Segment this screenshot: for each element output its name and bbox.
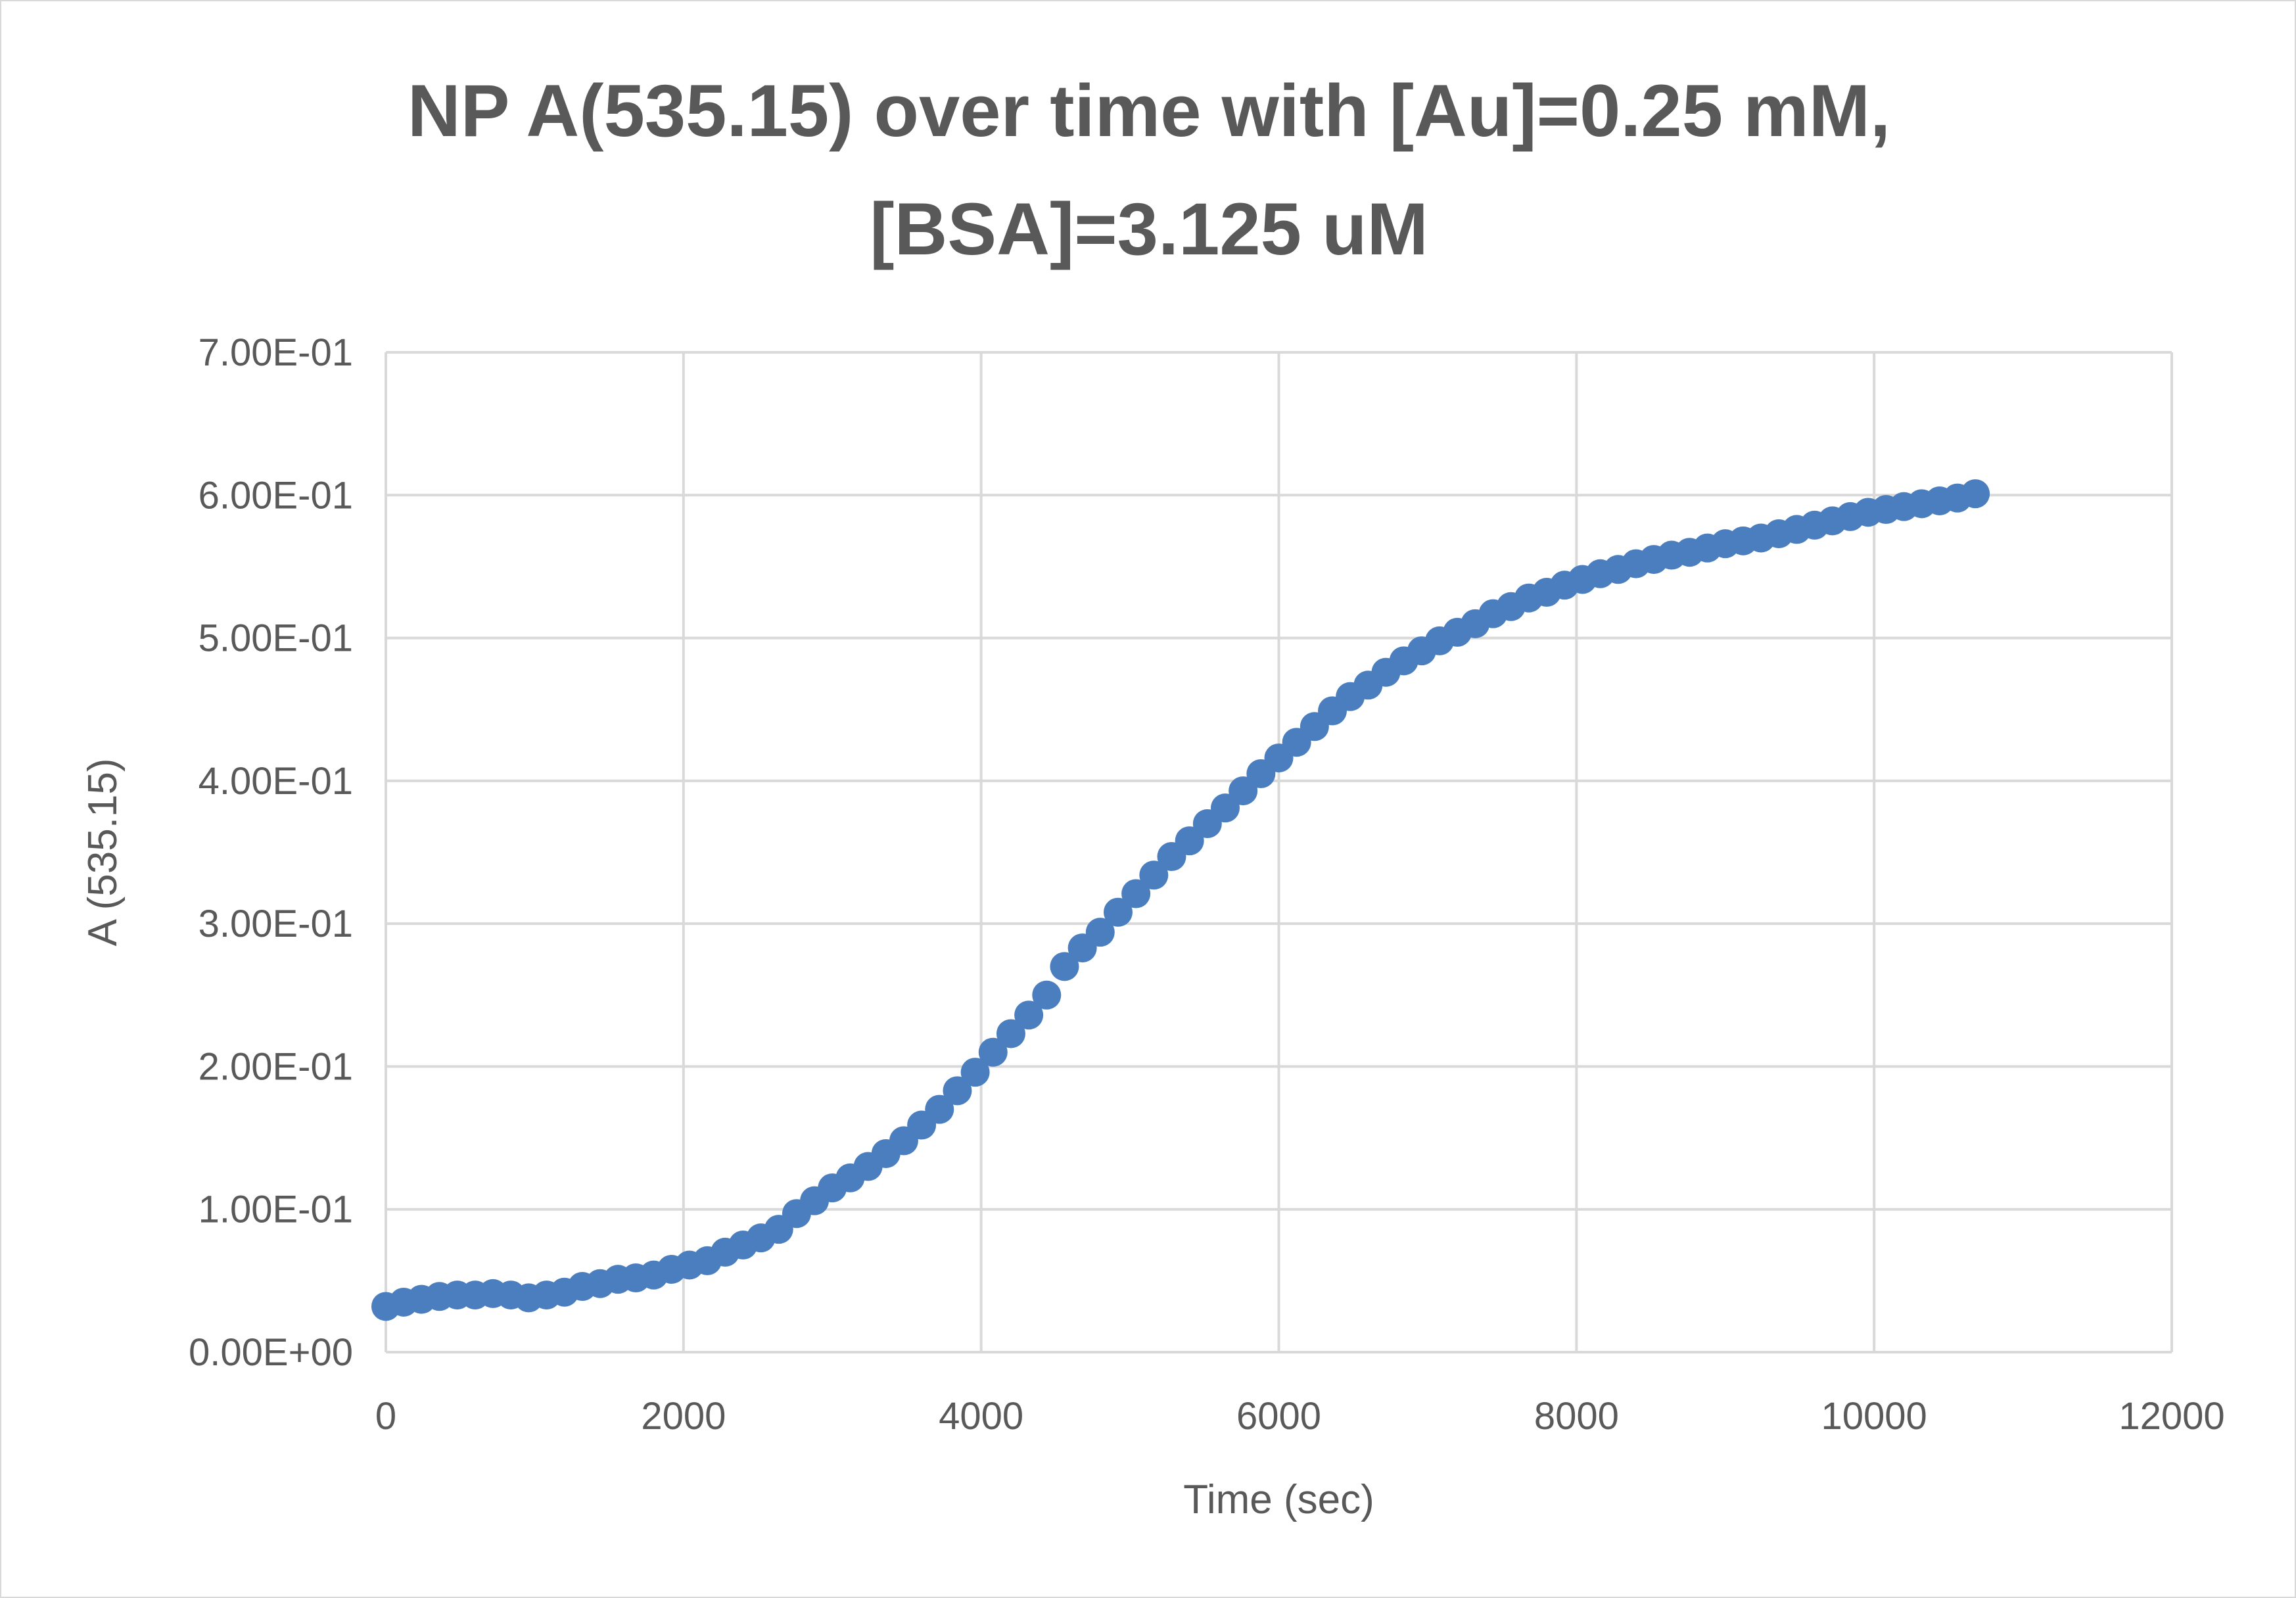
data-point xyxy=(943,1076,972,1106)
data-point xyxy=(960,1058,990,1087)
data-point xyxy=(1229,776,1258,806)
y-tick-label: 2.00E-01 xyxy=(199,1045,353,1088)
data-point xyxy=(925,1094,954,1124)
data-point xyxy=(1103,897,1133,927)
y-tick-label: 3.00E-01 xyxy=(199,903,353,945)
y-axis-title: A (535.15) xyxy=(80,758,126,946)
x-tick-labels: 0 2000 4000 6000 8000 10000 12000 xyxy=(375,1395,2225,1438)
data-point xyxy=(1014,1000,1044,1030)
x-axis-title: Time (sec) xyxy=(1183,1477,1374,1522)
data-point xyxy=(996,1019,1025,1048)
data-point xyxy=(978,1037,1008,1067)
y-tick-label: 4.00E-01 xyxy=(199,760,353,803)
data-point xyxy=(1210,793,1240,823)
data-point xyxy=(1121,879,1151,908)
chart-title: NP A(535.15) over time with [Au]=0.25 mM… xyxy=(408,70,1890,270)
data-point xyxy=(1139,860,1169,890)
x-tick-label: 2000 xyxy=(641,1395,726,1438)
x-tick-label: 4000 xyxy=(939,1395,1023,1438)
data-points xyxy=(371,479,1990,1321)
x-tick-label: 12000 xyxy=(2119,1395,2224,1438)
x-tick-label: 10000 xyxy=(1821,1395,1927,1438)
y-tick-label: 7.00E-01 xyxy=(199,331,353,374)
x-tick-label: 6000 xyxy=(1236,1395,1321,1438)
chart-title-line-1: NP A(535.15) over time with [Au]=0.25 mM… xyxy=(408,70,1890,152)
y-tick-label: 6.00E-01 xyxy=(199,474,353,517)
x-tick-label: 0 xyxy=(375,1395,396,1438)
data-point xyxy=(1050,952,1079,981)
data-point xyxy=(1175,826,1204,856)
y-tick-labels: 0.00E+00 1.00E-01 2.00E-01 3.00E-01 4.00E-01… xyxy=(189,331,353,1374)
data-point xyxy=(1032,980,1062,1010)
y-tick-label: 1.00E-01 xyxy=(199,1188,353,1231)
y-tick-label: 5.00E-01 xyxy=(199,617,353,660)
data-point xyxy=(1961,479,1990,509)
x-tick-label: 8000 xyxy=(1534,1395,1619,1438)
gridlines xyxy=(385,351,2173,1353)
chart-title-line-2: [BSA]=3.125 uM xyxy=(870,188,1428,270)
y-tick-label: 0.00E+00 xyxy=(189,1331,353,1374)
data-point xyxy=(1085,918,1115,947)
